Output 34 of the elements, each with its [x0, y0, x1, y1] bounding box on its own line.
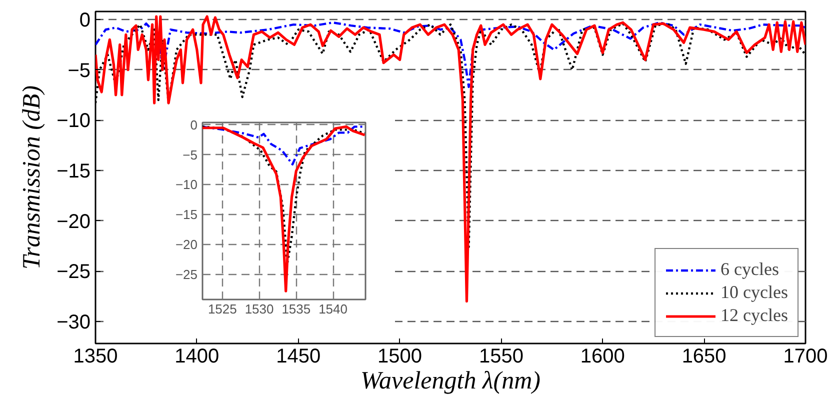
y-tick-label: −20: [56, 210, 91, 233]
x-axis-title: Wavelength λ(nm): [360, 368, 541, 394]
x-tick-label: 1700: [783, 346, 828, 368]
y-tick-label: −20: [175, 236, 198, 252]
y-axis-title: Transmission (dB): [18, 85, 46, 270]
x-tick-label: 1650: [682, 346, 726, 368]
x-tick-label: 1525: [208, 302, 237, 316]
x-tick-label: 1400: [174, 346, 220, 368]
y-tick-label: −25: [56, 261, 91, 284]
y-tick-label: 0: [79, 10, 90, 32]
line-series: [202, 126, 366, 166]
legend-label: 6 cycles: [720, 259, 779, 280]
y-tick-label: −15: [56, 160, 91, 182]
legend-label: 10 cycles: [720, 282, 788, 303]
line-series: [202, 125, 366, 292]
x-tick-label: 1540: [318, 302, 348, 316]
legend-label: 12 cycles: [720, 305, 788, 326]
y-tick-label: −25: [175, 266, 198, 282]
y-tick-label: −10: [175, 177, 198, 192]
y-tick-label: −15: [175, 207, 198, 222]
x-tick-label: 1500: [378, 346, 422, 368]
x-tick-label: 1350: [73, 346, 118, 368]
x-tick-label: 1550: [478, 346, 524, 368]
line-series: [96, 15, 806, 303]
y-tick-label: −5: [68, 60, 91, 82]
y-tick-label: −30: [56, 311, 91, 334]
x-tick-label: 1450: [276, 346, 321, 368]
x-tick-label: 1530: [244, 302, 274, 316]
x-tick-label: 1600: [580, 346, 625, 368]
y-tick-label: −5: [182, 147, 198, 162]
y-tick-label: −10: [56, 110, 91, 132]
x-tick-label: 1535: [282, 302, 311, 316]
line-series: [96, 21, 806, 88]
y-tick-label: 0: [190, 117, 198, 132]
